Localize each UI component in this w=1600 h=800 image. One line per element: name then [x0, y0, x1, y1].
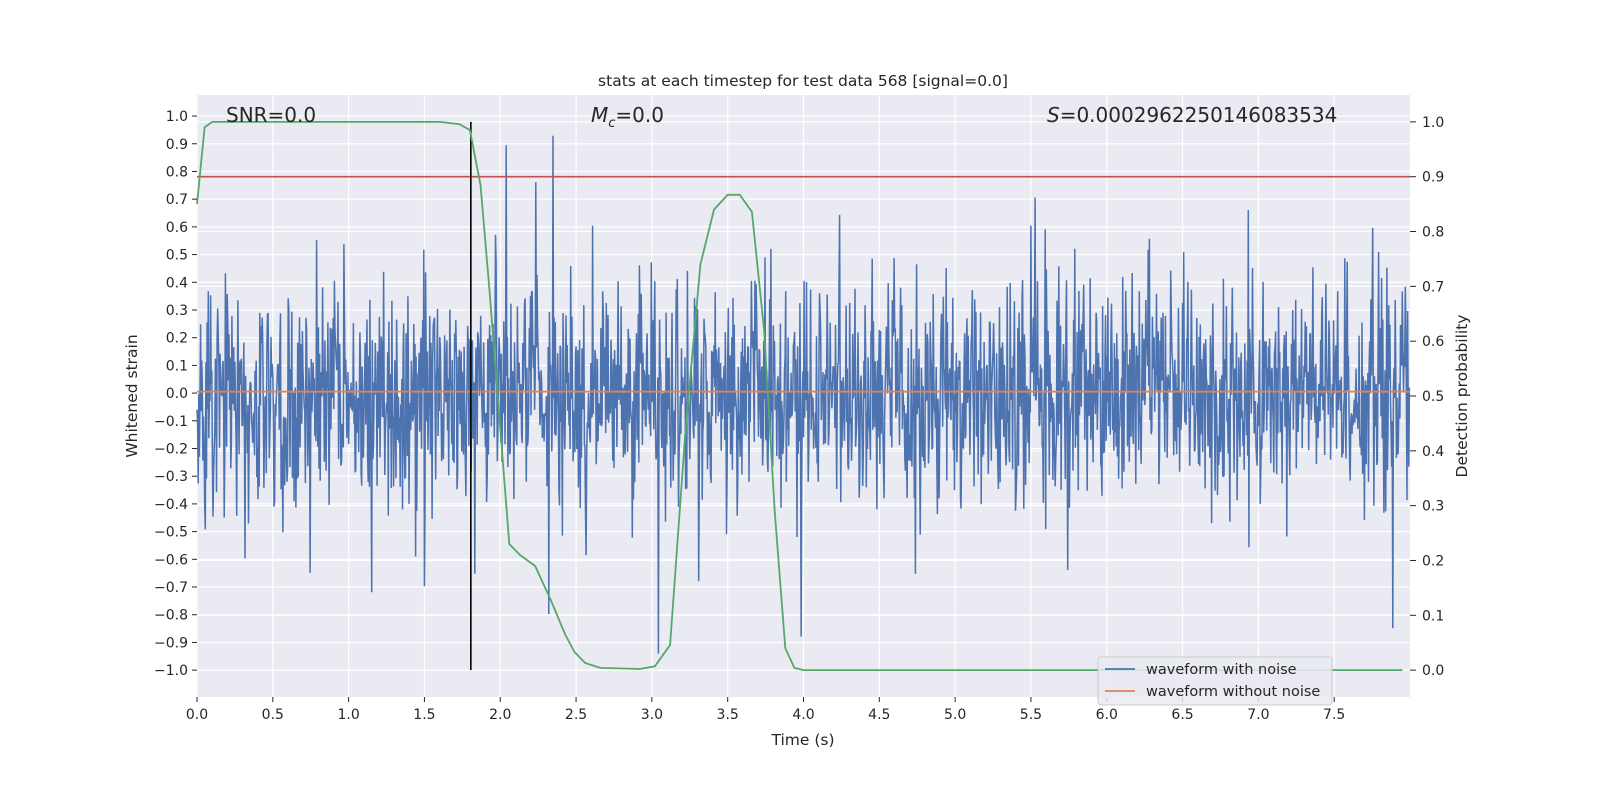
chart-title: stats at each timestep for test data 568… — [598, 72, 1008, 90]
y-tick-label: −0.9 — [154, 635, 188, 651]
legend: waveform with noise waveform without noi… — [1097, 656, 1333, 706]
x-tick-label: 0.5 — [262, 707, 284, 723]
chirp-mass-annotation: Mc=0.0 — [591, 103, 664, 131]
x-tick-label: 5.0 — [944, 707, 966, 723]
y-tick-label: 1.0 — [166, 109, 188, 125]
mc-symbol: M — [591, 103, 608, 127]
right-y-tick-label: 0.4 — [1422, 444, 1444, 460]
y-tick-label: 0.4 — [166, 275, 188, 291]
right-y-tick-label: 0.1 — [1422, 608, 1444, 624]
overlay-series — [196, 121, 1410, 671]
legend-label-clean: waveform without noise — [1146, 684, 1320, 700]
mc-value: =0.0 — [615, 103, 664, 127]
waveform-with-noise-line — [196, 135, 1411, 654]
y-tick-label: 0.1 — [166, 358, 188, 374]
mc-subscript: c — [608, 116, 615, 131]
x-tick-label: 0.0 — [186, 707, 208, 723]
s-symbol: S — [1047, 103, 1060, 127]
y-tick-label: 0.9 — [166, 137, 188, 153]
y-tick-label: 0.2 — [166, 331, 188, 347]
right-y-tick-label: 0.8 — [1422, 225, 1444, 241]
x-axis-label: Time (s) — [770, 731, 834, 749]
series-waveform-with-noise — [196, 135, 1411, 654]
right-y-axis-ticks: 1.0 0.9 0.8 0.7 0.6 0.5 0.4 0.3 0.2 0.1 0.0 — [1410, 115, 1444, 679]
right-y-tick-label: 0.3 — [1422, 499, 1444, 515]
y-axis-ticks: 1.0 0.9 0.8 0.7 0.6 0.5 0.4 0.3 0.2 0.1 0.0 −0.1 −0.… — [154, 109, 197, 679]
right-y-tick-label: 0.2 — [1422, 553, 1444, 569]
legend-label-noise: waveform with noise — [1146, 662, 1297, 678]
right-y-axis-label: Detection probability — [1453, 315, 1471, 478]
x-tick-label: 4.5 — [868, 707, 890, 723]
y-tick-label: −0.4 — [154, 497, 188, 513]
y-tick-label: 0.6 — [166, 220, 188, 236]
legend-box — [1097, 656, 1333, 706]
x-tick-label: 2.5 — [565, 707, 587, 723]
s-annotation: S=0.0002962250146083534 — [1047, 103, 1337, 127]
y-tick-label: −0.3 — [154, 469, 188, 485]
x-tick-label: 6.5 — [1171, 707, 1193, 723]
x-tick-label: 4.0 — [792, 707, 814, 723]
right-y-tick-label: 0.6 — [1422, 334, 1444, 350]
x-tick-label: 3.0 — [641, 707, 663, 723]
right-y-tick-label: 1.0 — [1422, 115, 1444, 131]
x-tick-label: 7.0 — [1247, 707, 1269, 723]
y-axis-label: Whitened strain — [123, 334, 141, 457]
right-y-tick-label: 0.7 — [1422, 279, 1444, 295]
x-tick-label: 3.5 — [717, 707, 739, 723]
s-value: =0.0002962250146083534 — [1060, 103, 1338, 127]
y-tick-label: −0.6 — [154, 552, 188, 568]
y-tick-label: −1.0 — [154, 663, 188, 679]
x-tick-label: 2.0 — [489, 707, 511, 723]
x-tick-label: 7.5 — [1323, 707, 1345, 723]
x-tick-label: 1.0 — [337, 707, 359, 723]
y-tick-label: 0.5 — [166, 248, 188, 264]
x-tick-label: 5.5 — [1020, 707, 1042, 723]
y-tick-label: 0.8 — [166, 164, 188, 180]
right-y-tick-label: 0.5 — [1422, 389, 1444, 405]
y-tick-label: −0.1 — [154, 414, 188, 430]
y-tick-label: −0.5 — [154, 525, 188, 541]
y-tick-label: 0.7 — [166, 192, 188, 208]
y-tick-label: 0.0 — [166, 386, 188, 402]
y-tick-label: −0.7 — [154, 580, 188, 596]
right-y-tick-label: 0.9 — [1422, 170, 1444, 186]
snr-annotation: SNR=0.0 — [226, 103, 316, 127]
detection-probability-line — [196, 121, 1403, 671]
x-axis-ticks: 0.0 0.5 1.0 1.5 2.0 2.5 3.0 3.5 4.0 4.5 5.0 5.5 6.0 6… — [186, 697, 1345, 723]
x-tick-label: 1.5 — [413, 707, 435, 723]
y-tick-label: 0.3 — [166, 303, 188, 319]
y-tick-label: −0.8 — [154, 608, 188, 624]
right-y-tick-label: 0.0 — [1422, 663, 1444, 679]
y-tick-label: −0.2 — [154, 441, 188, 457]
x-tick-label: 6.0 — [1096, 707, 1118, 723]
